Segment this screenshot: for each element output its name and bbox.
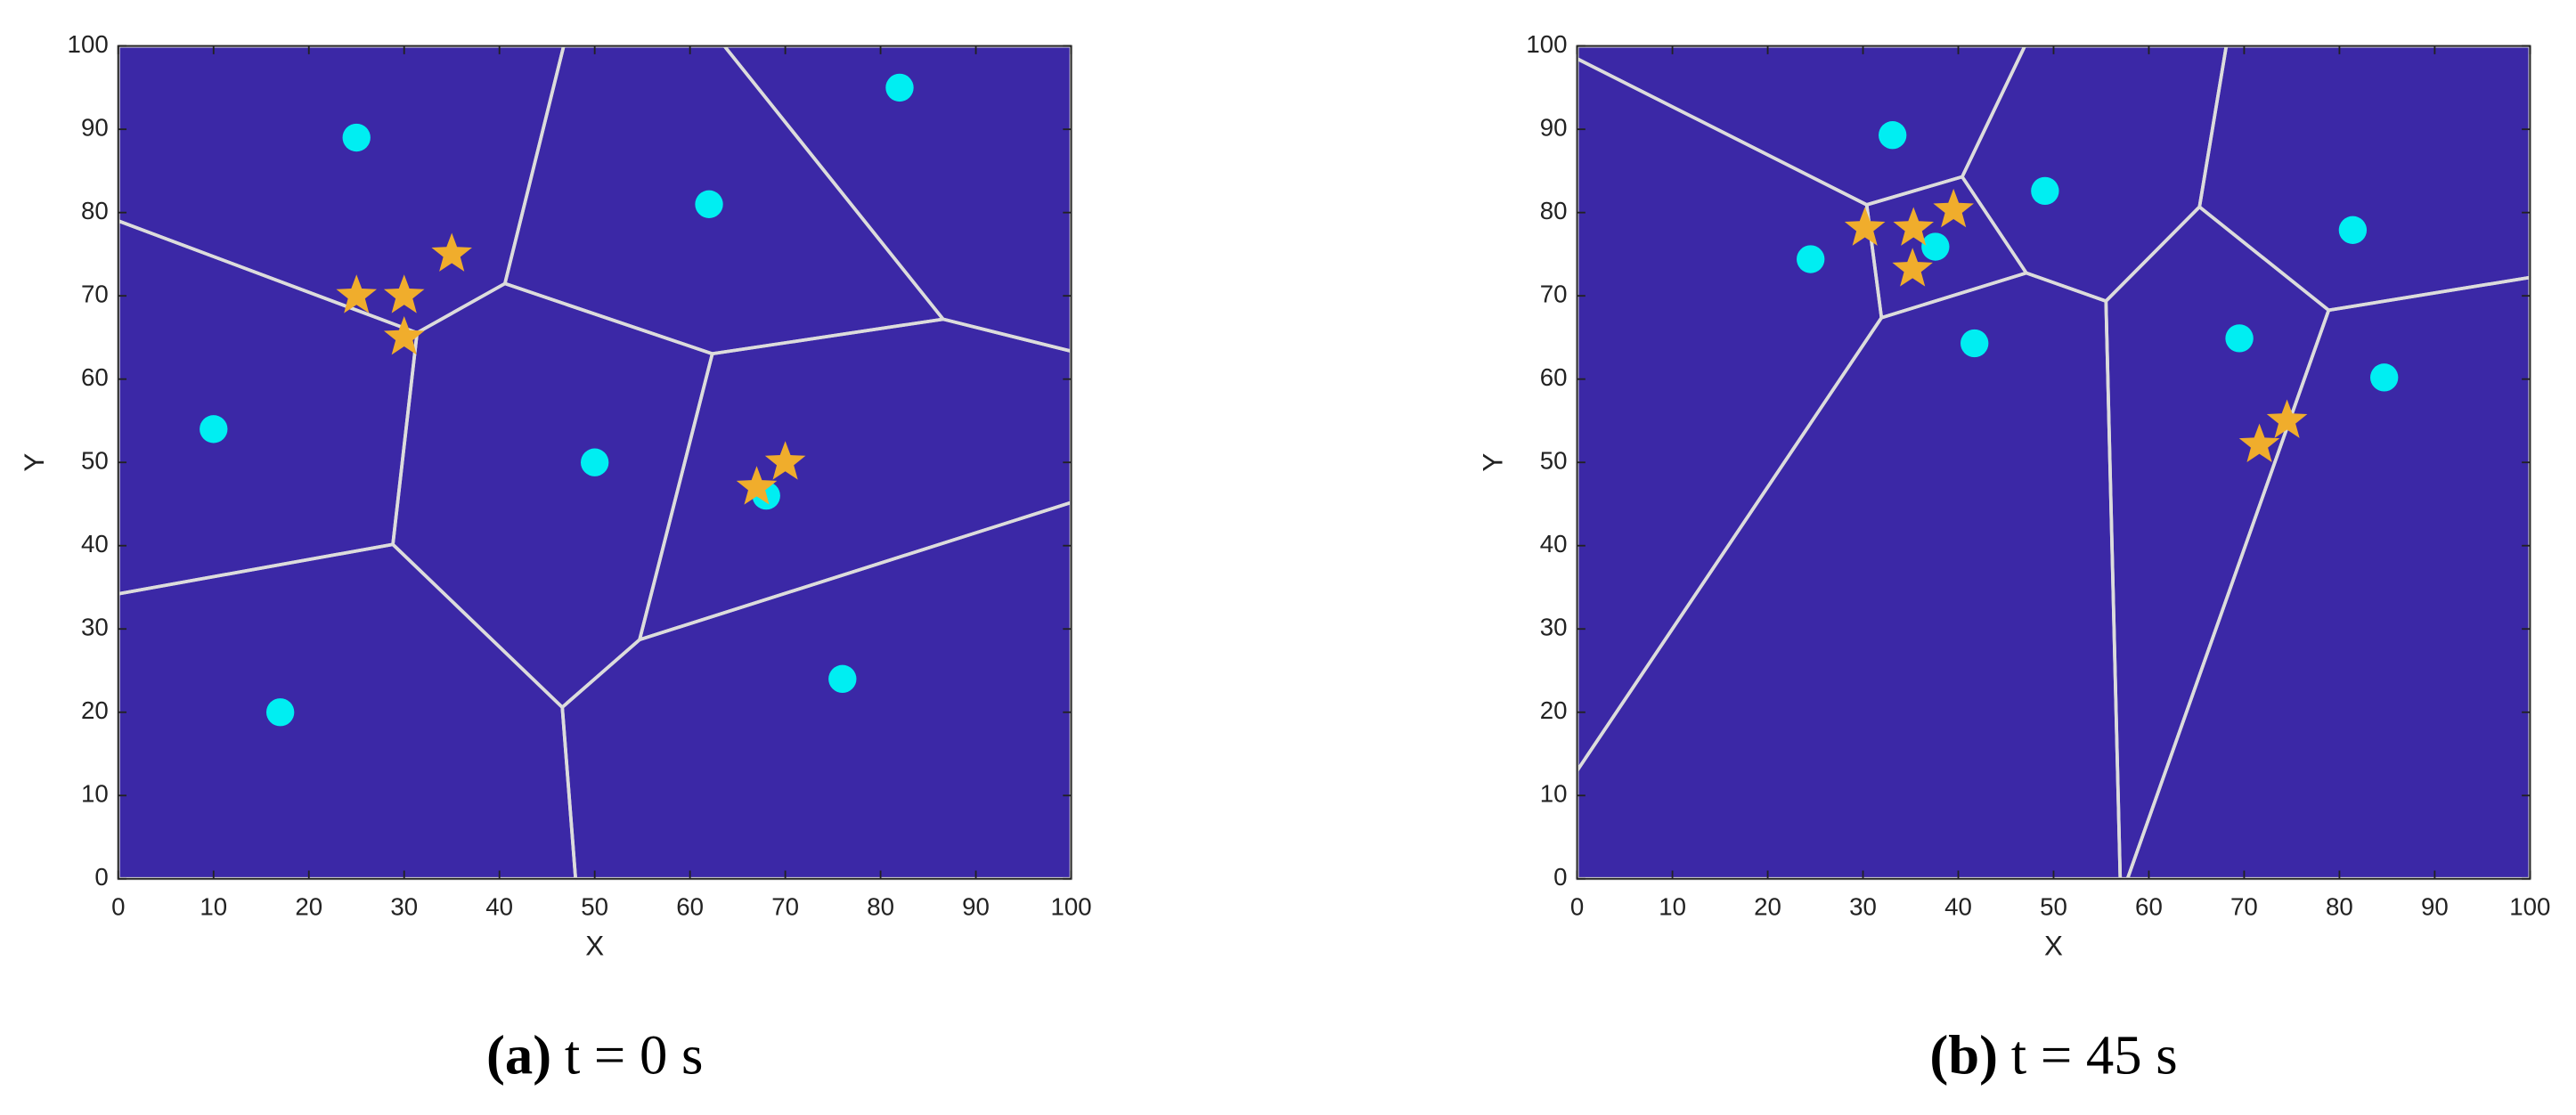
star-marker: [2238, 423, 2280, 462]
caption-text: t = 0 s: [565, 1024, 704, 1087]
circle-marker: [2225, 324, 2254, 353]
star-marker: [1892, 248, 1933, 287]
y-tick-label: 10: [81, 780, 109, 808]
x-tick-label: 40: [485, 892, 513, 920]
y-tick-label: 90: [81, 113, 109, 141]
x-tick-label: 40: [1944, 892, 1972, 920]
x-tick-label: 0: [111, 892, 125, 920]
circle-marker: [1797, 245, 1825, 273]
y-tick-label: 20: [81, 696, 109, 724]
circle-marker: [1879, 121, 1907, 150]
star-marker: [431, 232, 473, 272]
x-tick-label: 60: [676, 892, 704, 920]
y-tick-label: 0: [94, 863, 108, 891]
x-axis-label: X: [2044, 931, 2063, 962]
y-tick-label: 90: [1540, 113, 1568, 141]
circle-marker: [885, 73, 914, 102]
x-tick-label: 80: [2326, 892, 2353, 920]
caption-label: (a): [486, 1024, 551, 1087]
y-tick-label: 10: [1540, 780, 1568, 808]
y-tick-label: 70: [1540, 281, 1568, 308]
x-tick-label: 70: [771, 892, 799, 920]
x-tick-label: 20: [295, 892, 322, 920]
x-tick-label: 80: [867, 892, 894, 920]
star-marker: [764, 441, 806, 480]
y-tick-label: 20: [1540, 696, 1568, 724]
x-tick-label: 60: [2135, 892, 2163, 920]
circle-marker: [695, 190, 723, 219]
y-tick-label: 80: [1540, 197, 1568, 224]
circle-marker: [1961, 329, 1989, 358]
star-marker: [1844, 207, 1886, 246]
star-marker: [736, 466, 778, 505]
caption-label: (b): [1929, 1024, 1998, 1087]
x-axis-label: X: [585, 931, 604, 962]
x-tick-label: 50: [2040, 892, 2067, 920]
y-axis-label: Y: [19, 453, 50, 472]
x-tick-label: 30: [390, 892, 418, 920]
circle-marker: [2031, 176, 2059, 206]
star-marker: [336, 274, 378, 313]
x-tick-label: 90: [962, 892, 990, 920]
y-tick-label: 70: [81, 281, 109, 308]
circle-marker: [200, 415, 228, 444]
star-marker: [1893, 207, 1935, 246]
x-tick-label: 100: [1050, 892, 1091, 920]
y-tick-label: 30: [81, 614, 109, 641]
x-tick-label: 30: [1849, 892, 1877, 920]
y-axis-label: Y: [1478, 453, 1509, 472]
x-tick-label: 100: [2509, 892, 2550, 920]
circle-marker: [342, 123, 371, 152]
x-tick-label: 0: [1570, 892, 1584, 920]
star-marker: [2266, 399, 2308, 438]
x-tick-label: 70: [2230, 892, 2258, 920]
x-tick-label: 90: [2421, 892, 2449, 920]
y-tick-label: 40: [81, 530, 109, 558]
circle-marker: [828, 664, 857, 694]
y-tick-label: 30: [1540, 614, 1568, 641]
x-tick-label: 50: [581, 892, 608, 920]
y-tick-label: 50: [81, 447, 109, 475]
x-tick-label: 10: [200, 892, 227, 920]
x-tick-label: 10: [1659, 892, 1686, 920]
star-marker: [383, 274, 425, 313]
y-tick-label: 60: [81, 363, 109, 391]
y-tick-label: 100: [1526, 30, 1567, 58]
caption: (a) t = 0 s: [486, 1024, 703, 1087]
circle-marker: [1921, 232, 1950, 261]
caption: (b) t = 45 s: [1929, 1024, 2177, 1087]
plot-background: [1577, 45, 2531, 879]
y-tick-label: 80: [81, 197, 109, 224]
y-tick-label: 60: [1540, 363, 1568, 391]
circle-marker: [580, 448, 609, 476]
y-tick-label: 50: [1540, 447, 1568, 475]
caption-text: t = 45 s: [2011, 1024, 2178, 1087]
star-marker: [1933, 188, 1974, 228]
star-marker: [383, 315, 425, 355]
y-tick-label: 100: [68, 30, 109, 58]
y-tick-label: 0: [1553, 863, 1567, 891]
circle-marker: [2338, 216, 2368, 244]
y-tick-label: 40: [1540, 530, 1568, 558]
circle-marker: [265, 698, 295, 727]
x-tick-label: 20: [1754, 892, 1781, 920]
circle-marker: [2370, 363, 2399, 392]
